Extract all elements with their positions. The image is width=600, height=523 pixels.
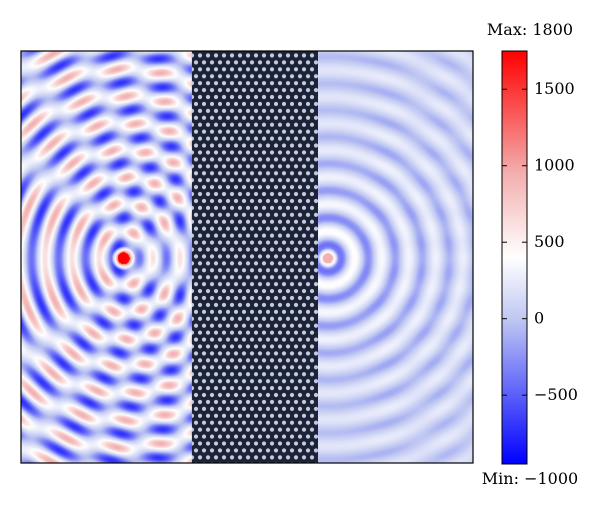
colorbar-frame [501, 50, 528, 465]
colorbar-tick-label: 0 [534, 309, 544, 328]
colorbar-min-label: Min: −1000 [482, 469, 578, 488]
colorbar-tick-label: 500 [534, 232, 565, 251]
colorbar-gradient [502, 51, 527, 464]
field-plot [20, 50, 474, 464]
plot-frame [20, 50, 474, 464]
colorbar-tick-label: −500 [534, 385, 578, 404]
colorbar-tick-label: 1500 [534, 79, 575, 98]
photonic-crystal-slab [191, 51, 318, 463]
colorbar-max-label: Max: 1800 [487, 20, 573, 39]
colorbar-ticks: 1500 1000 500 0 −500 [502, 79, 578, 404]
colorbar: 1500 1000 500 0 −500 Max: 1800 Min: −1000 [482, 20, 578, 488]
colorbar-tick-label: 1000 [534, 156, 575, 175]
